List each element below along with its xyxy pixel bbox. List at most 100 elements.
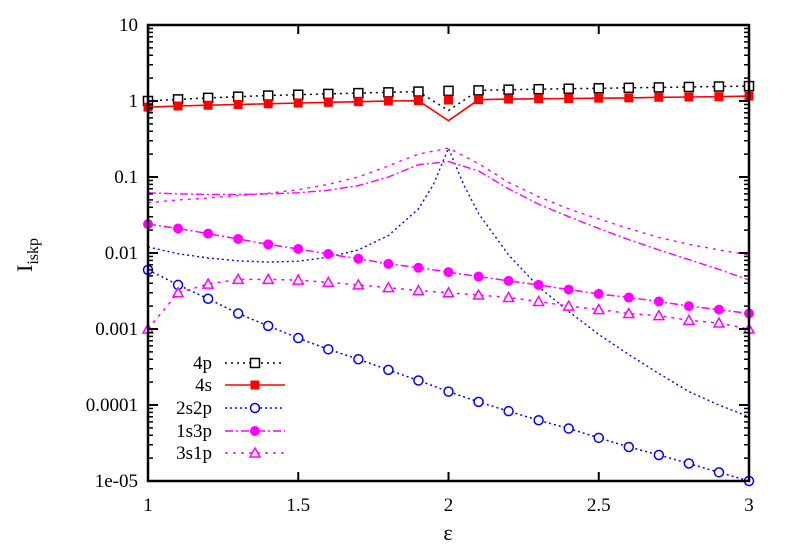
y-tick-label: 0.001: [95, 319, 138, 340]
open-triangle-marker: [291, 273, 305, 285]
series-line: [147, 269, 750, 482]
filled-circle-marker: [653, 296, 664, 307]
y-tick-label: 0.1: [114, 167, 138, 188]
filled-square-marker: [534, 94, 544, 104]
filled-circle-marker: [353, 253, 364, 264]
legend-filled-square-marker: [250, 380, 260, 390]
open-square-marker: [563, 83, 574, 94]
unmarked-curves: [147, 146, 750, 418]
legend-item-2s2p: 2s2p: [176, 398, 285, 419]
open-square-marker: [473, 85, 484, 96]
y-ticks: 10 1 0.1 0.01 0.001 0.0001 1e-05: [86, 15, 749, 492]
plot-axes: 1 1.5 2 2.5 3 10 1 0.1 0.01 0.001 0.0001 1e-05: [86, 15, 754, 516]
open-circle-marker: [713, 467, 725, 478]
x-tick-label: 3: [744, 495, 754, 516]
open-circle-marker: [653, 449, 665, 461]
open-circle-marker: [473, 396, 484, 408]
open-square-marker: [293, 89, 304, 100]
open-square-marker: [413, 86, 424, 97]
open-circle-marker: [262, 320, 274, 332]
filled-circle-marker: [233, 233, 244, 244]
open-triangle-marker: [592, 303, 606, 315]
filled-circle-marker: [713, 304, 724, 315]
legend-item-3s1p: 3s1p: [176, 443, 285, 464]
legend-item-4p: 4p: [193, 353, 285, 374]
legend-open-square-marker: [249, 357, 261, 369]
x-axis-title: ε: [443, 520, 452, 545]
series-1s3p: [143, 219, 754, 319]
filled-circle-marker: [593, 288, 604, 299]
legend-label: 1s3p: [176, 421, 212, 442]
legend-filled-circle-marker: [250, 426, 260, 436]
x-ticks: 1 1.5 2 2.5 3: [143, 25, 754, 516]
y-tick-label: 10: [119, 15, 138, 36]
filled-square-marker: [474, 95, 484, 105]
open-triangle-marker: [442, 286, 455, 298]
1s3p-unmarked-curve: [147, 160, 750, 281]
series-line: [147, 85, 750, 112]
series-line: [147, 95, 750, 122]
filled-square-marker: [594, 93, 604, 103]
open-circle-marker: [383, 364, 394, 376]
y-axis-title: Iiskp: [12, 238, 42, 272]
filled-circle-marker: [623, 292, 634, 303]
open-square-marker: [503, 84, 514, 95]
filled-square-marker: [353, 97, 363, 107]
y-axis-title-subscript: iskp: [25, 238, 42, 265]
open-square-marker: [262, 90, 274, 101]
open-triangle-marker: [382, 281, 395, 293]
x-tick-label: 2.5: [587, 495, 611, 516]
open-triangle-marker: [261, 272, 275, 285]
open-circle-marker: [593, 432, 604, 444]
open-triangle-marker: [622, 306, 636, 319]
filled-square-marker: [624, 93, 634, 103]
filled-circle-marker: [263, 239, 274, 250]
open-circle-marker: [353, 353, 364, 365]
legend-open-circle-marker: [249, 402, 261, 414]
open-triangle-marker: [472, 288, 485, 300]
series-3s1p: [141, 272, 756, 334]
filled-circle-marker: [173, 223, 184, 234]
open-square-marker: [323, 88, 334, 100]
y-tick-label: 0.01: [105, 243, 138, 264]
open-triangle-marker: [171, 286, 185, 298]
data-series: [141, 80, 756, 487]
open-square-marker: [232, 91, 244, 102]
filled-square-marker: [654, 92, 664, 102]
filled-circle-marker: [683, 301, 694, 312]
y-tick-label: 1e-05: [95, 471, 138, 492]
open-circle-marker: [683, 458, 695, 469]
open-circle-marker: [503, 405, 514, 417]
open-triangle-marker: [412, 284, 425, 296]
series-line: [147, 278, 750, 330]
filled-circle-marker: [533, 279, 544, 290]
open-square-marker: [713, 81, 725, 92]
open-triangle-marker: [322, 275, 335, 288]
open-triangle-marker: [562, 299, 575, 311]
legend-open-triangle-marker: [248, 446, 262, 458]
open-triangle-marker: [201, 277, 215, 289]
filled-square-marker: [293, 98, 303, 108]
legend-label: 4p: [193, 353, 212, 374]
open-triangle-marker: [532, 294, 545, 307]
y-tick-label: 1: [129, 91, 139, 112]
filled-circle-marker: [473, 271, 484, 282]
open-square-marker: [623, 82, 635, 94]
filled-circle-marker: [383, 258, 394, 269]
y-tick-label: 0.0001: [86, 395, 138, 416]
open-square-marker: [593, 83, 604, 94]
filled-square-marker: [413, 96, 423, 106]
open-square-marker: [533, 83, 544, 95]
open-triangle-marker: [682, 313, 696, 326]
legend-label: 2s2p: [176, 398, 212, 419]
filled-square-marker: [233, 99, 243, 109]
x-tick-label: 1: [143, 495, 153, 516]
filled-square-marker: [714, 92, 724, 102]
filled-circle-marker: [443, 267, 454, 278]
open-triangle-marker: [352, 278, 365, 290]
filled-square-marker: [383, 96, 393, 106]
filled-square-marker: [263, 99, 273, 109]
legend-item-4s: 4s: [195, 375, 285, 396]
